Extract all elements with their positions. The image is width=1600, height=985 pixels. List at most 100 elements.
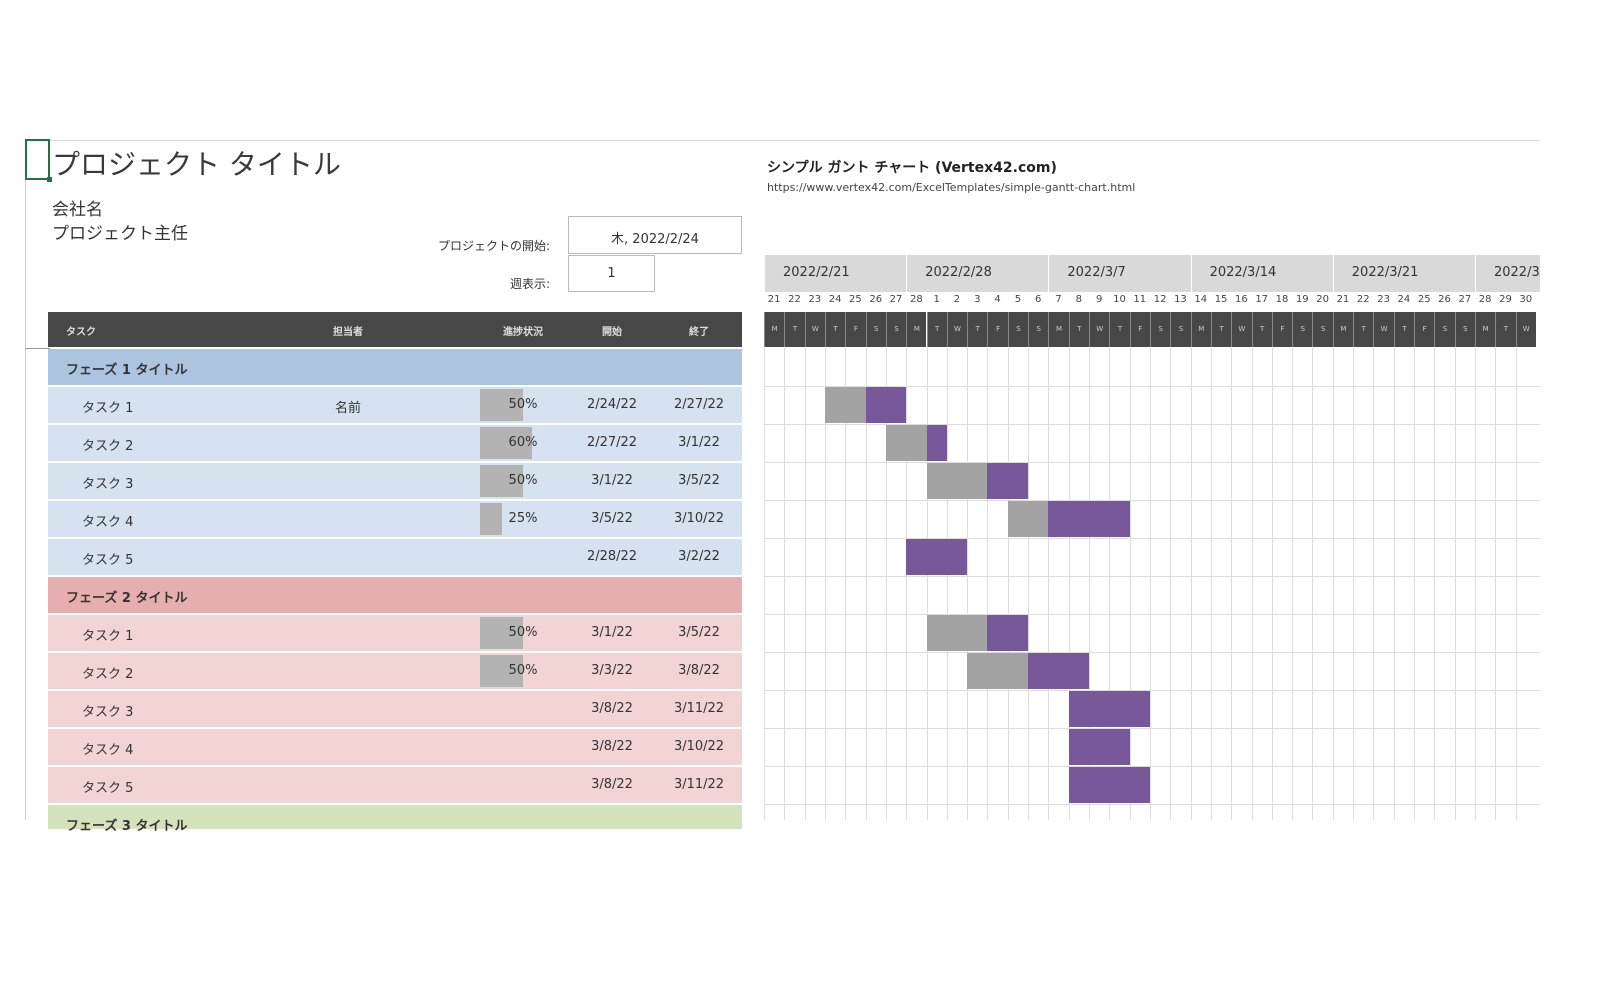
grid-line — [1474, 348, 1476, 820]
selected-cell[interactable] — [25, 139, 52, 182]
day-letter: S — [1454, 312, 1475, 347]
day-letter: T — [824, 312, 846, 347]
task-name: タスク 3 — [82, 705, 134, 720]
day-letter: T — [1109, 312, 1130, 347]
day-number: 5 — [1014, 294, 1022, 305]
grid-line — [845, 348, 847, 820]
day-letter: W — [1515, 312, 1536, 347]
task-row[interactable]: タスク 3 50% 3/1/22 3/5/22 — [48, 463, 742, 499]
day-number: 2 — [953, 294, 961, 305]
day-number: 16 — [1235, 294, 1248, 305]
task-row[interactable]: タスク 3 3/8/22 3/11/22 — [48, 691, 742, 727]
day-number: 20 — [1316, 294, 1329, 305]
day-number: 12 — [1153, 294, 1167, 305]
task-start: 3/3/22 — [591, 663, 633, 678]
day-number: 29 — [1499, 294, 1512, 305]
project-title[interactable]: プロジェクト タイトル — [52, 148, 341, 181]
grid-line — [764, 652, 1540, 653]
grid-line — [1373, 348, 1375, 820]
task-row[interactable]: タスク 1 50% 3/1/22 3/5/22 — [48, 615, 742, 651]
day-number: 24 — [828, 294, 842, 305]
task-row[interactable]: タスク 5 3/8/22 3/11/22 — [48, 767, 742, 803]
day-number: 10 — [1113, 294, 1126, 305]
day-letter: F — [1271, 312, 1293, 347]
grid-line — [1231, 348, 1233, 820]
task-end: 3/11/22 — [673, 777, 725, 792]
grid-line — [926, 348, 928, 820]
day-letter: T — [967, 312, 988, 347]
task-row[interactable]: タスク 2 60% 2/27/22 3/1/22 — [48, 425, 742, 461]
gantt-bar[interactable] — [926, 425, 947, 461]
gantt-bar[interactable] — [1068, 729, 1130, 765]
phase-row[interactable]: フェーズ 1 タイトル — [48, 349, 742, 385]
day-letter: W — [1373, 312, 1394, 347]
task-row[interactable]: タスク 1 名前 50% 2/24/22 2/27/22 — [48, 387, 742, 423]
phase-title: フェーズ 2 タイトル — [66, 591, 188, 606]
day-letter: W — [946, 312, 968, 347]
day-letter: S — [1292, 312, 1313, 347]
task-row[interactable]: タスク 2 50% 3/3/22 3/8/22 — [48, 653, 742, 689]
gantt-bar[interactable] — [1068, 691, 1150, 727]
task-progress: 50% — [508, 397, 538, 412]
grid-line — [1048, 348, 1050, 820]
grid-line — [906, 348, 908, 820]
week-display-input[interactable]: 1 — [568, 255, 655, 292]
gantt-progress-bar — [926, 615, 988, 651]
day-letter: T — [1393, 312, 1415, 347]
day-letter: M — [1332, 312, 1354, 347]
day-number: 13 — [1174, 294, 1187, 305]
day-letter: F — [1129, 312, 1150, 347]
gantt-bar[interactable] — [1048, 501, 1130, 537]
day-number: 15 — [1214, 294, 1228, 305]
day-letter: F — [1414, 312, 1435, 347]
grid-line — [764, 538, 1540, 539]
grid-line — [1312, 348, 1314, 820]
phase-row[interactable]: フェーズ 2 タイトル — [48, 577, 742, 613]
progress-bar — [480, 503, 502, 535]
vertex-link[interactable]: https://www.vertex42.com/ExcelTemplates/… — [767, 181, 1136, 194]
gantt-bar[interactable] — [906, 539, 968, 575]
day-number: 9 — [1095, 294, 1103, 305]
week-label: 2022/3/14 — [1190, 255, 1333, 292]
phase-title: フェーズ 1 タイトル — [66, 363, 188, 378]
task-name: タスク 2 — [82, 667, 134, 682]
grid-line — [1414, 348, 1416, 820]
day-letter: M — [764, 312, 785, 347]
week-label: 2022/2/21 — [764, 255, 907, 292]
day-number: 27 — [889, 294, 903, 305]
grid-line — [764, 424, 1540, 425]
grid-line — [1089, 348, 1091, 820]
day-letter: T — [1251, 312, 1272, 347]
gantt-bar[interactable] — [987, 615, 1029, 651]
col-owner: 担当者 — [333, 327, 363, 338]
col-task: タスク — [66, 327, 96, 338]
gantt-bar[interactable] — [865, 387, 907, 423]
task-start: 2/24/22 — [586, 397, 638, 412]
gantt-progress-bar — [967, 653, 1029, 689]
task-owner: 名前 — [334, 401, 362, 416]
task-progress: 50% — [508, 663, 538, 678]
grid-line — [764, 766, 1540, 767]
day-number: 4 — [994, 294, 1001, 305]
gantt-bar[interactable] — [1068, 767, 1150, 803]
day-number: 23 — [1377, 294, 1390, 305]
divider — [25, 140, 1540, 141]
grid-line — [1271, 348, 1273, 820]
company-name[interactable]: 会社名 — [52, 200, 103, 220]
gantt-bar[interactable] — [1028, 653, 1090, 689]
project-start-input[interactable]: 木, 2022/2/24 — [568, 216, 742, 254]
gantt-bar[interactable] — [987, 463, 1029, 499]
grid-line — [784, 348, 786, 820]
day-number: 11 — [1133, 294, 1147, 305]
phase-row[interactable]: フェーズ 3 タイトル — [48, 805, 742, 834]
day-letter: S — [1028, 312, 1049, 347]
grid-line — [865, 348, 867, 820]
task-row[interactable]: タスク 5 2/28/22 3/2/22 — [48, 539, 742, 575]
grid-line — [1190, 348, 1192, 820]
task-row[interactable]: タスク 4 3/8/22 3/10/22 — [48, 729, 742, 765]
task-progress: 50% — [508, 473, 538, 488]
day-number: 21 — [767, 294, 781, 305]
project-lead[interactable]: プロジェクト主任 — [52, 224, 188, 244]
task-row[interactable]: タスク 4 25% 3/5/22 3/10/22 — [48, 501, 742, 537]
table-header: タスク 担当者 進捗状況 開始 終了 — [48, 312, 742, 347]
